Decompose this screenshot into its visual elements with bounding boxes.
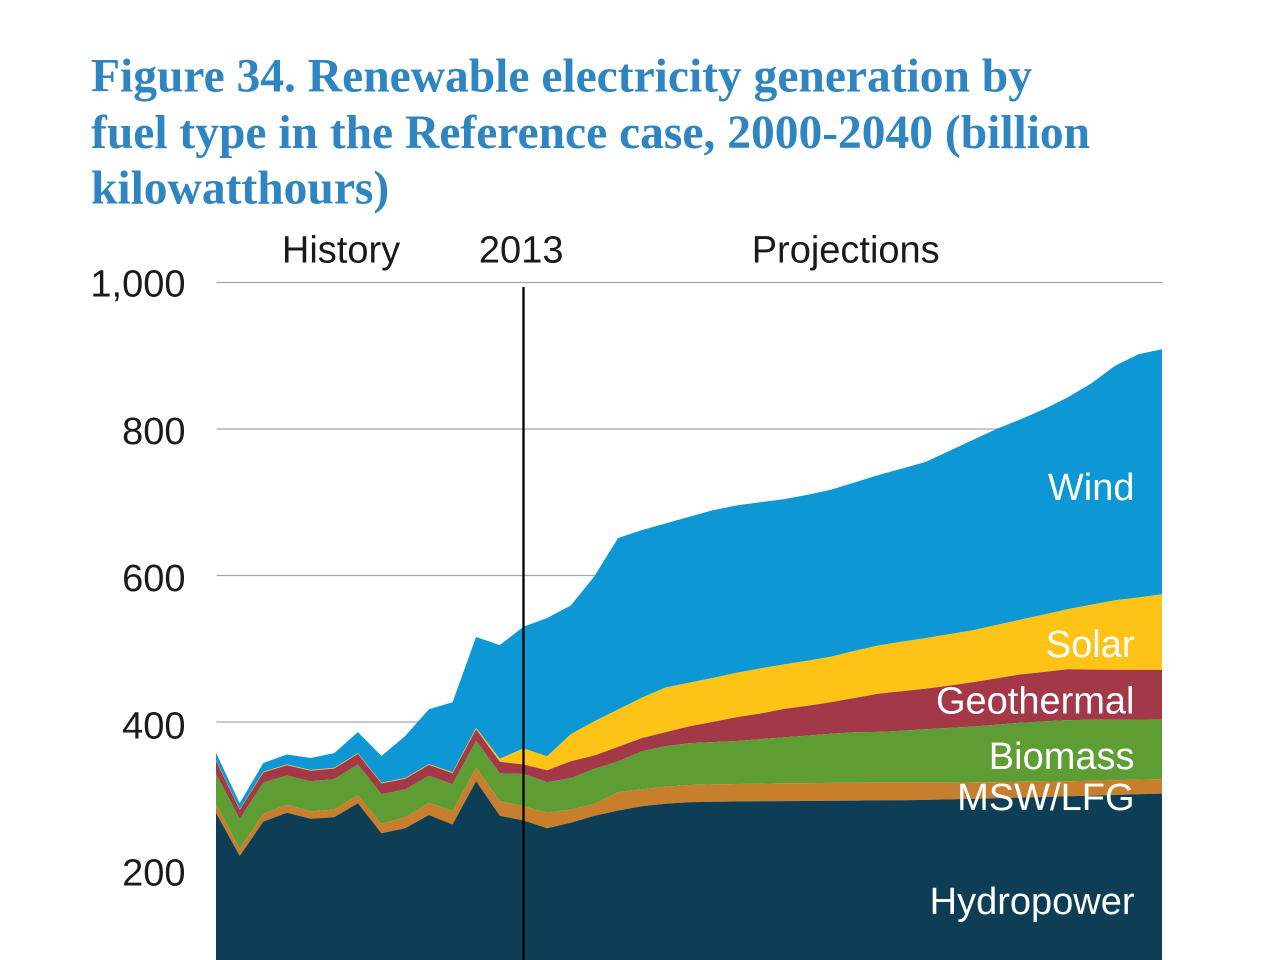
svg-text:200: 200 [122,853,185,895]
svg-text:Projections: Projections [752,229,940,271]
svg-text:Solar: Solar [1046,624,1135,666]
svg-text:MSW/LFG: MSW/LFG [957,777,1134,819]
svg-text:Wind: Wind [1048,467,1135,509]
svg-text:fuel type in the Reference cas: fuel type in the Reference case, 2000-20… [91,107,1090,159]
svg-text:History: History [282,229,400,271]
svg-text:Geothermal: Geothermal [936,681,1135,723]
svg-text:2013: 2013 [479,229,564,271]
svg-text:Hydropower: Hydropower [930,881,1135,923]
svg-text:kilowatthours): kilowatthours) [91,163,389,215]
svg-text:1,000: 1,000 [90,264,185,306]
svg-text:600: 600 [122,558,185,600]
svg-text:Biomass: Biomass [989,736,1135,778]
svg-text:400: 400 [122,705,185,747]
svg-text:Figure 34. Renewable electrici: Figure 34. Renewable electricity generat… [91,51,1032,103]
svg-text:800: 800 [122,411,185,453]
